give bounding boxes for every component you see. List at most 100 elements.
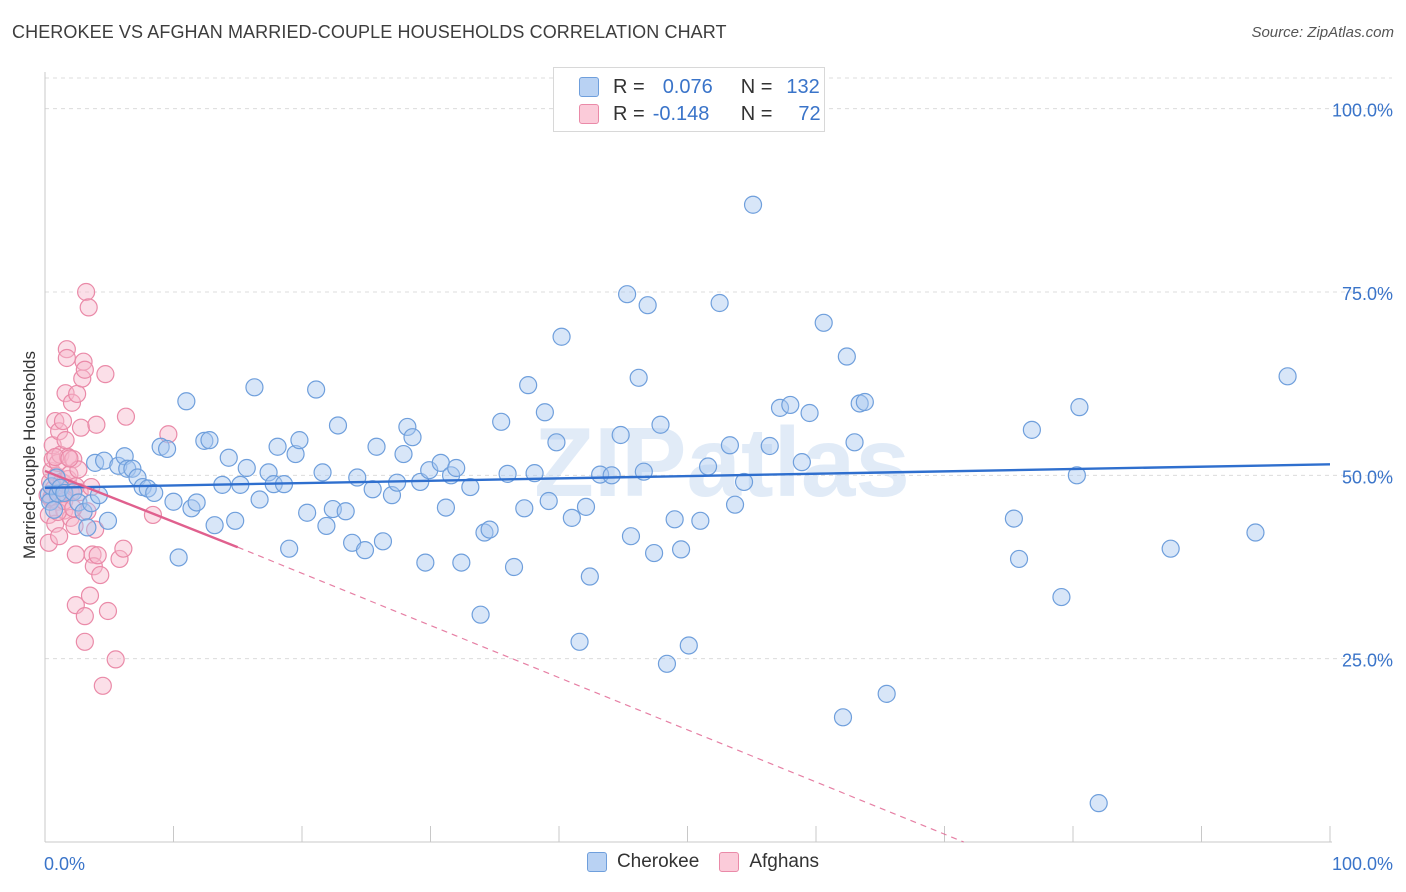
y-tick-label: 75.0% xyxy=(1342,284,1393,304)
cherokee-point xyxy=(734,472,754,492)
cherokee-point xyxy=(398,417,417,437)
cherokee-swatch xyxy=(586,852,607,872)
afghan-point xyxy=(106,650,125,669)
afghan-point xyxy=(79,298,98,317)
cherokee-point xyxy=(547,433,566,452)
legend-label: Afghans xyxy=(749,851,820,872)
cherokee-point xyxy=(205,516,224,535)
cherokee-point xyxy=(157,439,177,459)
legend-item-cherokee[interactable]: Cherokee xyxy=(586,851,700,873)
tick-labels: 25.0% 50.0% 75.0% 100.0% 0.0% 100.0% xyxy=(44,101,1393,874)
cherokee-point xyxy=(580,567,599,586)
x-tick-label: 100.0% xyxy=(1332,854,1393,874)
cherokee-point xyxy=(725,495,745,514)
afghan-point xyxy=(62,393,82,412)
afghan-point xyxy=(66,545,85,564)
cherokee-point xyxy=(781,395,800,415)
cherokee-point xyxy=(535,403,554,422)
cherokee-point xyxy=(298,503,317,522)
cherokee-point xyxy=(195,431,214,450)
cherokee-point xyxy=(504,557,524,577)
cherokee-point xyxy=(720,436,740,455)
cherokee-point xyxy=(145,483,164,503)
cherokee-point xyxy=(552,327,571,346)
cherokee-point xyxy=(348,468,367,487)
cherokee-point xyxy=(164,492,183,511)
cherokee-point xyxy=(78,518,97,537)
afghan-point xyxy=(116,407,136,426)
cherokee-point xyxy=(123,459,142,478)
afghan-point xyxy=(56,431,75,450)
chart-title: CHEROKEE VS AFGHAN MARRIED-COUPLE HOUSEH… xyxy=(12,22,727,42)
afghan-point xyxy=(50,527,69,546)
cherokee-point xyxy=(69,493,88,512)
legend-item-afghans[interactable]: Afghans xyxy=(719,851,819,873)
r-value: -0.148 xyxy=(652,102,710,125)
cherokee-point xyxy=(814,313,833,332)
cherokee-point xyxy=(367,437,386,456)
cherokee-point xyxy=(770,398,790,417)
cherokee-point xyxy=(237,458,256,478)
cherokee-point xyxy=(98,511,118,530)
cherokee-point xyxy=(363,480,382,499)
y-tick-label: 50.0% xyxy=(1342,467,1393,487)
r-label: R = xyxy=(613,75,645,98)
cherokee-point xyxy=(1070,398,1089,417)
afghan-trend-line xyxy=(44,469,239,549)
cherokee-point xyxy=(611,425,630,445)
cherokee-point xyxy=(307,380,326,399)
cherokee-point xyxy=(480,520,499,539)
cherokee-point xyxy=(1246,523,1265,542)
stats-row-afghans: R = -0.148 N = 72 xyxy=(554,100,821,128)
y-tick-label: 100.0% xyxy=(1332,101,1393,121)
afghan-trend-extension xyxy=(237,546,965,843)
cherokee-point xyxy=(452,553,471,572)
cherokee-point xyxy=(845,433,864,452)
cherokee-point xyxy=(877,684,896,703)
cherokee-point xyxy=(250,490,269,509)
grid-lines xyxy=(45,77,1392,660)
cherokee-point xyxy=(562,508,581,527)
cherokee-point xyxy=(447,458,466,478)
cherokee-point xyxy=(1004,509,1023,528)
cherokee-point xyxy=(436,498,456,517)
cherokee-point xyxy=(1278,367,1297,386)
cherokee-point xyxy=(355,541,375,560)
cherokee-point xyxy=(336,502,355,521)
cherokee-point xyxy=(539,491,558,511)
afghan-point xyxy=(88,546,107,565)
cherokee-points xyxy=(39,195,1297,813)
cherokee-point xyxy=(169,548,188,567)
cherokee-point xyxy=(657,654,677,673)
cherokee-point xyxy=(475,523,494,542)
cherokee-point xyxy=(570,632,589,651)
cherokee-point xyxy=(760,436,779,456)
cherokee-point xyxy=(187,493,206,512)
cherokee-point xyxy=(525,464,544,483)
afghan-point xyxy=(64,499,83,518)
cherokee-point xyxy=(638,296,657,315)
cherokee-point xyxy=(1052,587,1071,607)
cherokee-point xyxy=(317,516,336,536)
cherokee-point xyxy=(1089,794,1108,813)
afghan-point xyxy=(75,632,94,651)
cherokee-point xyxy=(328,416,348,435)
r-label: R = xyxy=(613,102,645,125)
cherokee-point xyxy=(95,451,114,470)
source-label: Source: ZipAtlas.com xyxy=(1251,24,1394,41)
cherokee-point xyxy=(492,412,511,431)
afghan-point xyxy=(110,549,129,569)
legend-label: Cherokee xyxy=(616,851,700,872)
y-tick-label: 25.0% xyxy=(1342,651,1393,671)
afghan-point xyxy=(71,418,91,437)
afghan-point xyxy=(93,676,112,695)
cherokee-point xyxy=(394,444,413,464)
afghan-point xyxy=(96,365,115,384)
cherokee-point xyxy=(313,463,332,482)
cherokee-point xyxy=(182,499,201,518)
cherokee-swatch xyxy=(579,77,599,97)
cherokee-point xyxy=(519,376,538,395)
cherokee-point xyxy=(177,392,196,411)
cherokee-point xyxy=(792,453,811,472)
